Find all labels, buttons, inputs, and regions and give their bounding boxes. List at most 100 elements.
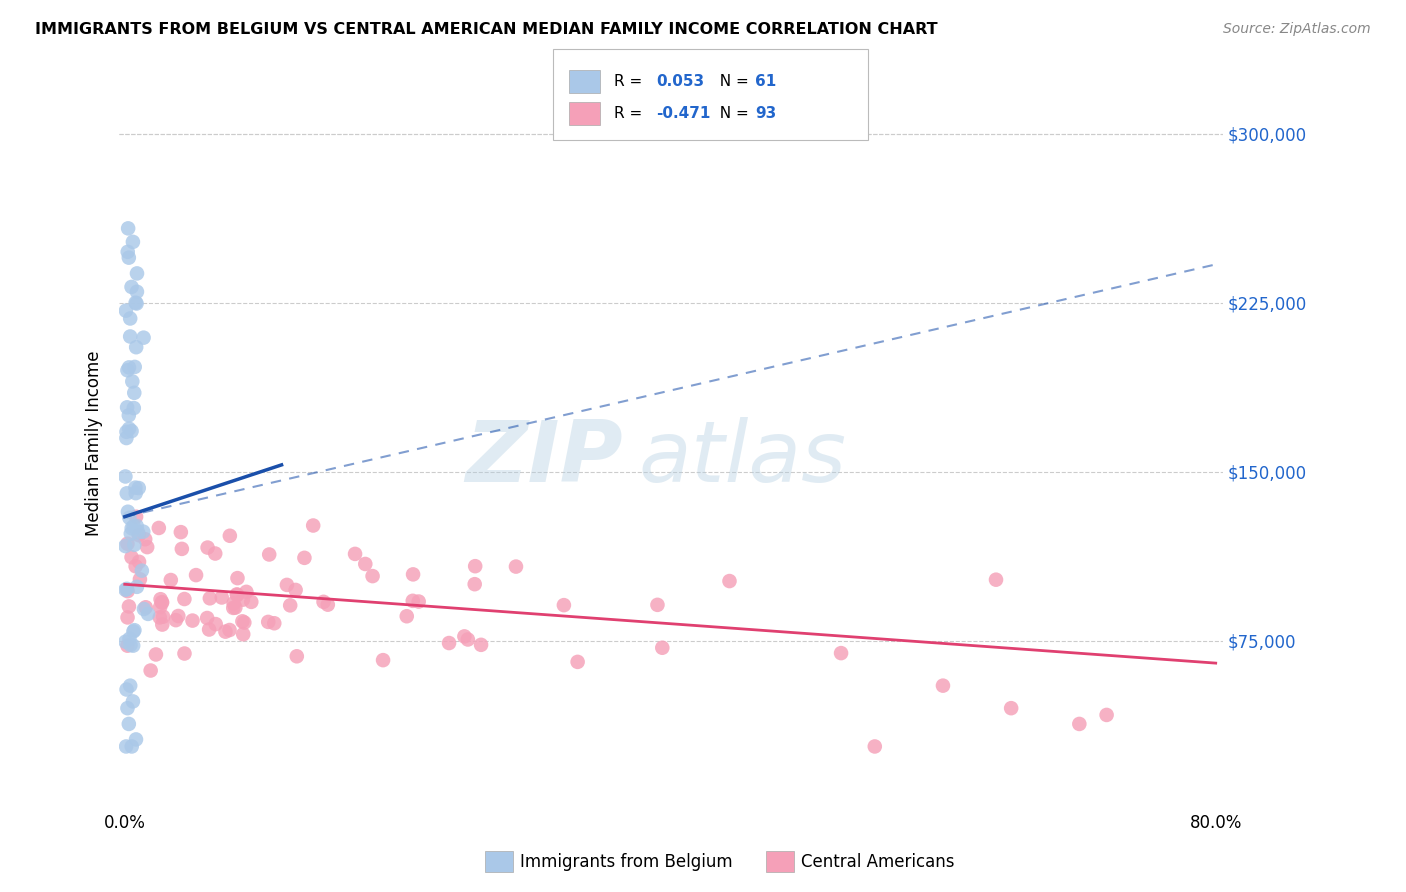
Point <box>231 615 253 629</box>
Point <box>121 521 143 535</box>
Point <box>125 509 148 524</box>
Point <box>184 568 207 582</box>
Point <box>257 615 280 629</box>
Point <box>149 610 172 624</box>
Point <box>170 525 193 540</box>
Point <box>122 694 145 708</box>
Point <box>115 582 138 596</box>
Text: 93: 93 <box>755 106 776 121</box>
Point <box>131 564 153 578</box>
Point <box>115 431 138 445</box>
Point <box>129 572 152 586</box>
Point <box>117 537 139 551</box>
Point <box>647 598 669 612</box>
Text: IMMIGRANTS FROM BELGIUM VS CENTRAL AMERICAN MEDIAN FAMILY INCOME CORRELATION CHA: IMMIGRANTS FROM BELGIUM VS CENTRAL AMERI… <box>35 22 938 37</box>
Point <box>117 610 139 624</box>
Point <box>117 244 139 259</box>
Point <box>240 595 263 609</box>
Point <box>226 571 249 585</box>
Point <box>354 557 377 571</box>
Point <box>150 617 173 632</box>
Point <box>125 267 148 281</box>
Point <box>115 486 138 500</box>
Point <box>114 469 136 483</box>
Point <box>567 655 589 669</box>
Y-axis label: Median Family Income: Median Family Income <box>86 351 103 536</box>
Point <box>159 573 181 587</box>
Point <box>136 540 159 554</box>
Point <box>122 401 145 415</box>
Point <box>121 424 143 438</box>
Point <box>132 524 155 539</box>
Point <box>198 591 221 606</box>
Text: Central Americans: Central Americans <box>801 853 955 871</box>
Point <box>218 529 240 543</box>
Point <box>181 614 204 628</box>
Point <box>118 632 141 646</box>
Point <box>125 519 148 533</box>
Point <box>232 592 254 607</box>
Point <box>132 602 155 616</box>
Point <box>115 739 138 754</box>
Point <box>149 600 172 615</box>
Point <box>464 559 486 574</box>
Point <box>222 601 245 615</box>
Point <box>344 547 367 561</box>
Point <box>276 578 298 592</box>
Point <box>1069 717 1091 731</box>
Point <box>128 555 150 569</box>
Point <box>316 598 339 612</box>
Point <box>117 221 139 235</box>
Text: Immigrants from Belgium: Immigrants from Belgium <box>520 853 733 871</box>
Point <box>257 548 280 562</box>
Point <box>218 623 240 637</box>
Text: ZIP: ZIP <box>465 417 623 500</box>
Point <box>198 623 221 637</box>
Point <box>173 647 195 661</box>
Point <box>232 627 254 641</box>
Point <box>863 739 886 754</box>
Point <box>148 521 170 535</box>
Point <box>139 664 162 678</box>
Point <box>120 311 142 326</box>
Point <box>125 285 148 299</box>
Point <box>124 623 146 637</box>
Point <box>120 526 142 541</box>
Point <box>263 616 285 631</box>
Point <box>224 600 246 615</box>
Point <box>118 360 141 375</box>
Point <box>118 251 141 265</box>
Point <box>117 584 139 599</box>
Point <box>124 295 146 310</box>
Point <box>204 547 226 561</box>
Point <box>402 594 425 608</box>
Point <box>124 359 146 374</box>
Point <box>114 634 136 648</box>
Point <box>470 638 492 652</box>
Point <box>121 280 143 294</box>
Point <box>115 682 138 697</box>
Point <box>115 401 138 415</box>
Text: R =: R = <box>614 106 648 121</box>
Text: Source: ZipAtlas.com: Source: ZipAtlas.com <box>1223 22 1371 37</box>
Point <box>125 296 148 310</box>
Point <box>1095 707 1118 722</box>
Point <box>278 599 301 613</box>
Point <box>120 679 142 693</box>
Point <box>122 519 145 533</box>
Point <box>121 739 143 754</box>
Point <box>553 598 575 612</box>
Point <box>371 653 394 667</box>
Point <box>197 541 219 555</box>
Text: R =: R = <box>614 74 648 89</box>
Point <box>122 235 145 249</box>
Point <box>114 539 136 553</box>
Point <box>128 528 150 542</box>
Point <box>120 329 142 343</box>
Point <box>124 559 146 574</box>
Point <box>145 648 167 662</box>
Text: N =: N = <box>710 74 754 89</box>
Point <box>225 587 247 601</box>
Point <box>150 595 173 609</box>
Point <box>136 607 159 621</box>
